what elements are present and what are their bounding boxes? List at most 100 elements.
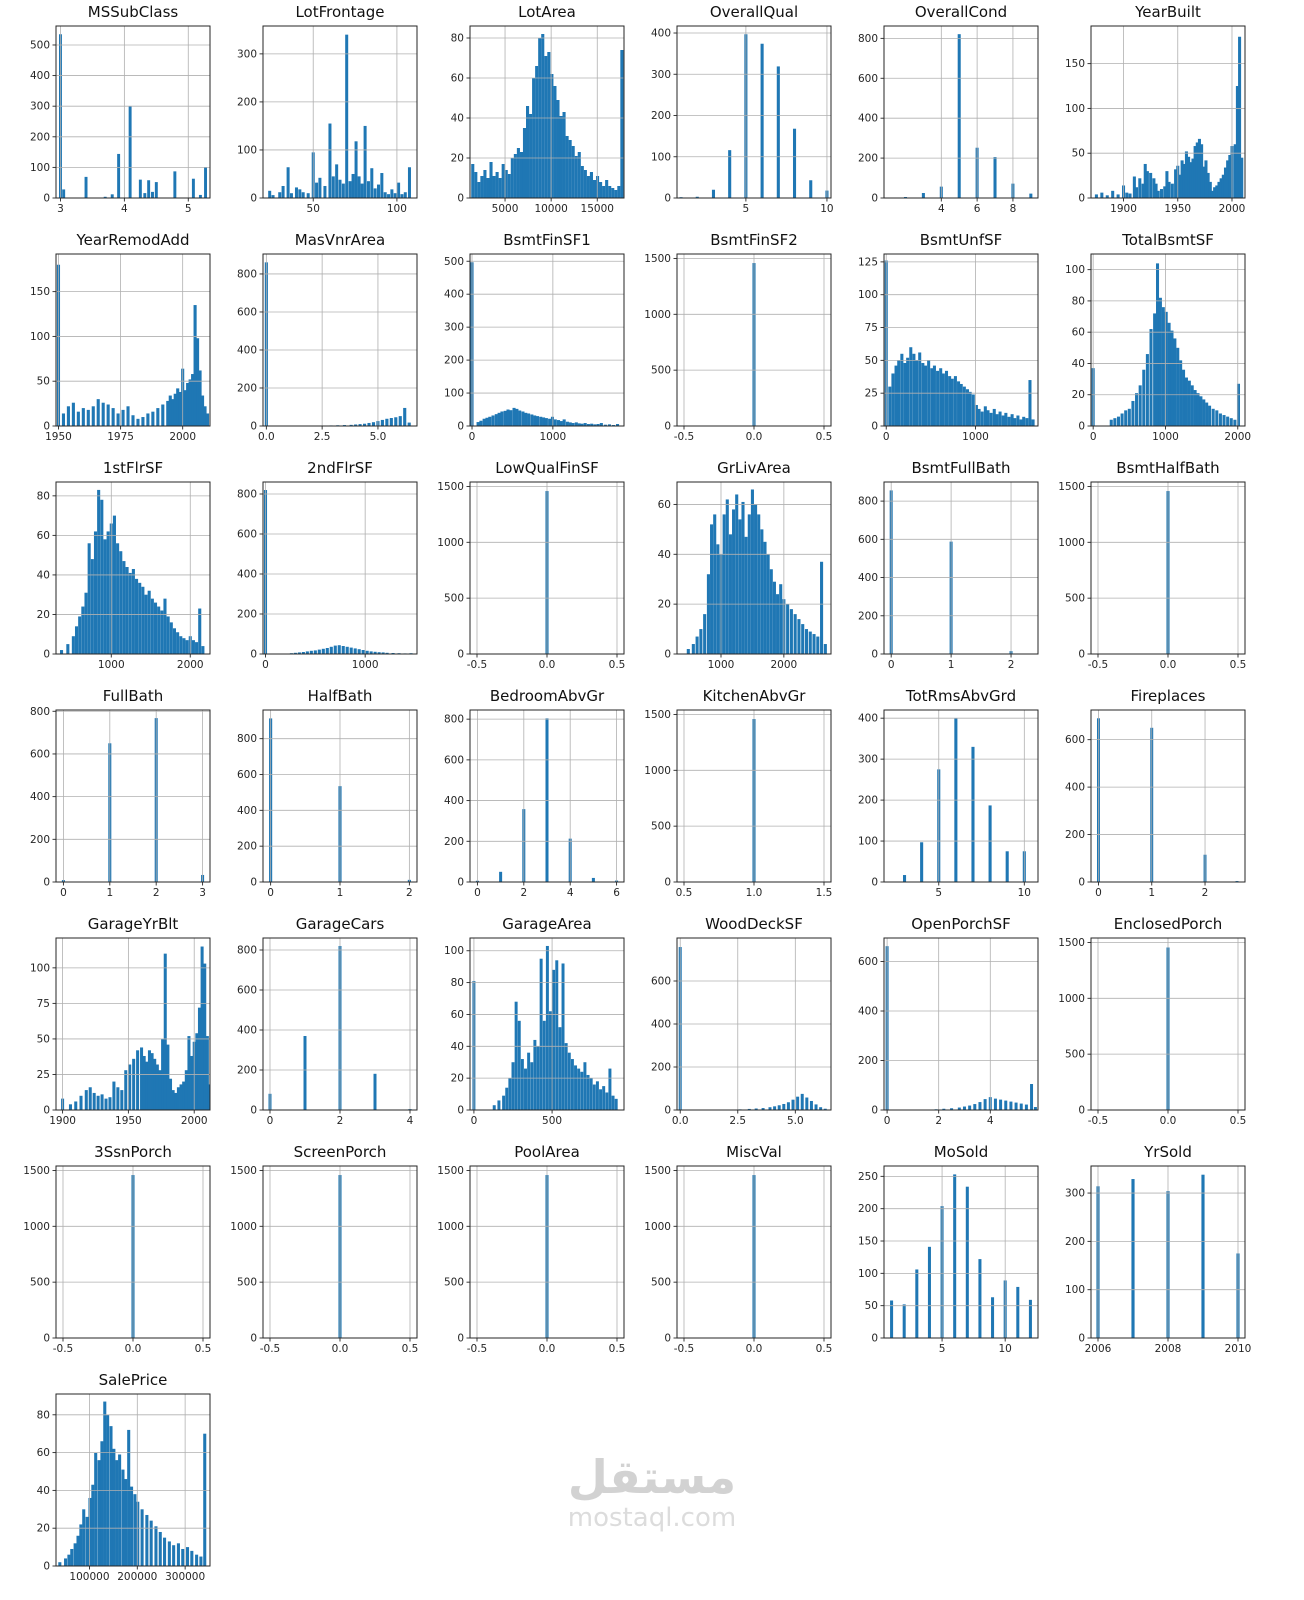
- svg-text:1000: 1000: [437, 537, 464, 549]
- svg-text:200: 200: [444, 836, 464, 848]
- chart-canvas: BsmtFullBath 0 1 2 0 200 400 600 800: [858, 459, 1039, 671]
- svg-text:0: 0: [664, 877, 671, 889]
- svg-text:400: 400: [444, 795, 464, 807]
- tick-labels: 1950 1975 2000 0 50 100 150: [30, 286, 196, 443]
- svg-text:0.5: 0.5: [1230, 659, 1247, 671]
- svg-text:200: 200: [651, 1062, 671, 1074]
- svg-text:25: 25: [37, 1069, 50, 1081]
- chart-title: LotFrontage: [295, 3, 384, 21]
- chart-title: GrLivArea: [717, 459, 791, 477]
- svg-text:0.5: 0.5: [1230, 1115, 1247, 1127]
- svg-text:125: 125: [858, 256, 878, 268]
- svg-text:300: 300: [237, 48, 257, 60]
- grid-lines: [677, 482, 831, 655]
- svg-text:0.0: 0.0: [672, 1115, 689, 1127]
- svg-text:500: 500: [444, 256, 464, 268]
- subplot-MoSold: MoSold 5 10 0 50 100 150 200 250: [840, 1142, 1047, 1370]
- svg-text:60: 60: [37, 1447, 50, 1459]
- svg-text:-0.5: -0.5: [1088, 1115, 1109, 1127]
- tick-labels: 0.5 1.0 1.5 0 500 1000 1500: [644, 709, 832, 899]
- svg-text:200: 200: [858, 1055, 878, 1067]
- histogram-bars: [884, 260, 1035, 426]
- svg-text:200000: 200000: [117, 1571, 157, 1583]
- svg-text:0.5: 0.5: [609, 659, 626, 671]
- chart-title: GarageArea: [502, 915, 591, 933]
- histogram-bars: [58, 1401, 207, 1566]
- svg-text:1000: 1000: [23, 1221, 50, 1233]
- svg-text:0: 0: [262, 659, 269, 671]
- tick-marks: [880, 961, 991, 1114]
- tick-marks: [673, 1170, 825, 1342]
- histogram-bars: [264, 262, 411, 426]
- svg-text:0: 0: [1078, 877, 1085, 889]
- svg-text:800: 800: [30, 706, 50, 718]
- axes-frame: [1090, 253, 1246, 427]
- svg-text:1000: 1000: [230, 1221, 257, 1233]
- histogram-grid: MSSubClass 3 4 5 0 100 200 300 400 500 LotFronta…: [12, 2, 1254, 1598]
- svg-text:500: 500: [1065, 1049, 1085, 1061]
- svg-text:200: 200: [237, 96, 257, 108]
- grid-lines: [263, 710, 417, 883]
- tick-labels: 0 1000 0 25 50 75 100 125: [858, 256, 989, 443]
- axes-frame: [883, 709, 1039, 883]
- svg-text:1000: 1000: [352, 659, 379, 671]
- grid-lines: [884, 938, 1038, 1111]
- chart-canvas: BedroomAbvGr 0 2 4 6 0 200 400 600 800: [444, 687, 625, 899]
- svg-text:60: 60: [451, 73, 464, 85]
- tick-labels: 4 6 8 0 200 400 600 800: [858, 33, 1016, 215]
- svg-text:1000: 1000: [644, 1221, 671, 1233]
- tick-marks: [1087, 1192, 1239, 1342]
- svg-text:50: 50: [865, 1300, 878, 1312]
- svg-text:400: 400: [237, 1025, 257, 1037]
- svg-text:20: 20: [451, 1073, 464, 1085]
- svg-text:400: 400: [858, 713, 878, 725]
- grid-lines: [470, 1166, 624, 1339]
- svg-text:400: 400: [858, 572, 878, 584]
- axes-frame: [1090, 25, 1246, 199]
- chart-canvas: LotArea 5000 10000 15000 0 20 40 60 80: [451, 3, 625, 215]
- svg-text:0: 0: [871, 193, 878, 205]
- svg-text:400: 400: [444, 289, 464, 301]
- svg-text:80: 80: [37, 1409, 50, 1421]
- chart-canvas: GarageArea 0 500 0 20 40 60 80 100: [444, 915, 625, 1127]
- svg-text:0.0: 0.0: [125, 1343, 142, 1355]
- tick-marks: [1087, 486, 1239, 658]
- svg-text:100: 100: [858, 836, 878, 848]
- svg-text:600: 600: [30, 748, 50, 760]
- svg-text:0: 0: [43, 193, 50, 205]
- svg-text:-0.5: -0.5: [53, 1343, 74, 1355]
- svg-text:600: 600: [237, 985, 257, 997]
- svg-text:1500: 1500: [644, 253, 671, 265]
- svg-text:1000: 1000: [644, 765, 671, 777]
- histogram-bars: [263, 490, 413, 654]
- subplot-BsmtHalfBath: BsmtHalfBath -0.5 0.0 0.5 0 500 1000 1500: [1047, 458, 1254, 686]
- tick-labels: 0 1 2 0 200 400 600 800: [237, 733, 413, 899]
- chart-canvas: LowQualFinSF -0.5 0.0 0.5 0 500 1000 1500: [437, 459, 626, 671]
- svg-text:2: 2: [1202, 887, 1209, 899]
- svg-text:2: 2: [337, 1115, 344, 1127]
- svg-text:500: 500: [30, 39, 50, 51]
- svg-text:0: 0: [469, 431, 476, 443]
- chart-title: MiscVal: [726, 1143, 782, 1161]
- axes-frame: [883, 937, 1039, 1111]
- svg-text:-0.5: -0.5: [467, 659, 488, 671]
- svg-text:200: 200: [444, 355, 464, 367]
- subplot-YearBuilt: YearBuilt 1900 1950 2000 0 50 100 150: [1047, 2, 1254, 230]
- chart-title: GarageCars: [296, 915, 385, 933]
- subplot-3SsnPorch: 3SsnPorch -0.5 0.0 0.5 0 500 1000 1500: [12, 1142, 219, 1370]
- subplot-MSSubClass: MSSubClass 3 4 5 0 100 200 300 400 500: [12, 2, 219, 230]
- grid-lines: [884, 1166, 1038, 1339]
- svg-text:10: 10: [998, 1343, 1011, 1355]
- svg-text:400: 400: [30, 70, 50, 82]
- svg-text:0: 0: [1078, 1333, 1085, 1345]
- histogram-bars: [61, 946, 210, 1110]
- subplot-GrLivArea: GrLivArea 1000 2000 0 20 40 60: [633, 458, 840, 686]
- svg-text:600: 600: [237, 529, 257, 541]
- tick-marks: [673, 980, 796, 1114]
- svg-text:500: 500: [651, 365, 671, 377]
- svg-text:400: 400: [858, 113, 878, 125]
- svg-text:0: 0: [1095, 887, 1102, 899]
- svg-text:100: 100: [651, 151, 671, 163]
- svg-text:2006: 2006: [1085, 1343, 1112, 1355]
- svg-text:100: 100: [858, 1268, 878, 1280]
